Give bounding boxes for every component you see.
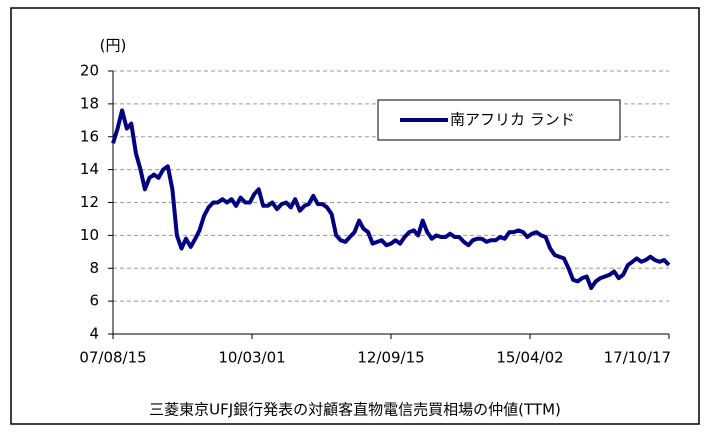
line-series — [111, 108, 671, 290]
y-tick-label: 12 — [80, 193, 99, 211]
y-tick-label: 8 — [89, 259, 99, 277]
legend-label: 南アフリカ ランド — [450, 111, 575, 129]
y-tick-label: 16 — [80, 127, 99, 145]
x-tick-label: 07/08/15 — [79, 349, 146, 367]
caption: 三菱東京UFJ銀行発表の対顧客直物電信売買相場の仲値(TTM) — [149, 401, 561, 419]
frame — [10, 7, 700, 425]
y-tick-label: 10 — [80, 226, 99, 244]
y-axis-label: (円) — [100, 37, 127, 55]
y-tick-label: 14 — [80, 160, 99, 178]
y-tick-label: 6 — [89, 292, 99, 310]
x-tick-label: 10/03/01 — [218, 349, 285, 367]
x-tick-label: 17/10/17 — [604, 349, 671, 367]
x-tick-label: 15/04/02 — [496, 349, 563, 367]
y-tick-label: 18 — [80, 94, 99, 112]
y-tick-label: 20 — [80, 62, 99, 80]
x-tick-label: 12/09/15 — [357, 349, 424, 367]
y-tick-label: 4 — [89, 325, 99, 343]
